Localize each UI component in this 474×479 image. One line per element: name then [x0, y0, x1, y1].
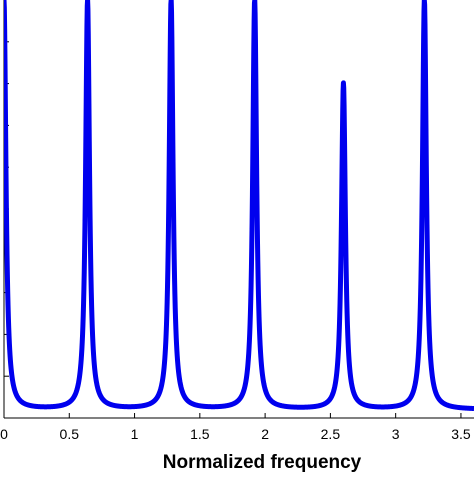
x-tick-label: 1 [131, 426, 139, 442]
x-tick-label: 0.5 [60, 426, 80, 442]
axes [3, 0, 474, 419]
x-tick-label: 0 [0, 426, 8, 442]
x-tick-label: 3.5 [451, 426, 471, 442]
x-tick-label: 2.5 [321, 426, 341, 442]
x-tick-label: 3 [392, 426, 400, 442]
x-axis-label: Normalized frequency [163, 452, 362, 473]
x-tick-label: 2 [261, 426, 269, 442]
x-tick-label: 1.5 [190, 426, 210, 442]
series-line [4, 0, 474, 412]
series-layer [4, 0, 474, 412]
tick-labels: 0 0.5 1 1.5 2 2.5 3 3.5 [0, 426, 471, 442]
